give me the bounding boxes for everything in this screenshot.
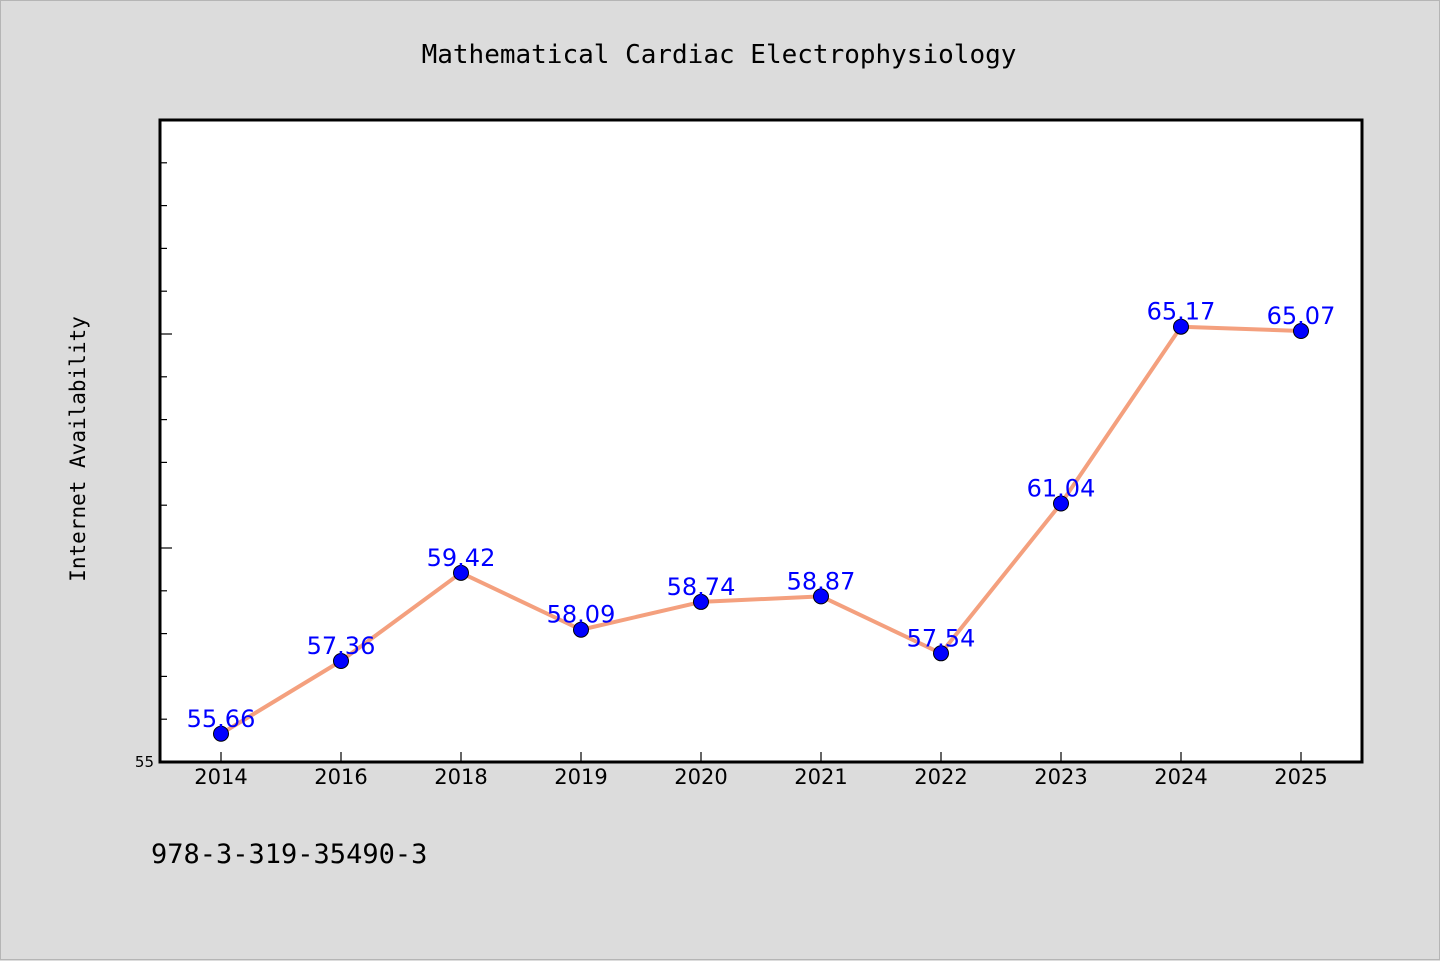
y-axis-tick-labels: 55 (135, 753, 154, 771)
y-axis-label: Internet Availability (66, 316, 90, 582)
data-label: 61.04 (1027, 474, 1096, 502)
y-axis-ticks (160, 119, 172, 763)
x-tick-label: 2016 (314, 765, 367, 789)
y-tick-label: 55 (135, 753, 154, 771)
data-label: 55.66 (187, 705, 256, 733)
x-tick-label: 2024 (1154, 765, 1207, 789)
data-point-labels: 55.66 57.36 59.42 58.09 58.74 58.87 57.54 61.04… (187, 298, 1336, 733)
data-point (933, 645, 949, 662)
data-label: 58.09 (547, 601, 616, 629)
data-point (453, 564, 469, 581)
data-label: 58.74 (667, 573, 736, 601)
x-tick-label: 2020 (674, 765, 727, 789)
data-label: 65.07 (1267, 302, 1336, 330)
data-label: 57.54 (907, 624, 976, 652)
series-line (219, 324, 1302, 736)
x-tick-label: 2021 (794, 765, 847, 789)
data-label: 58.87 (787, 567, 856, 595)
data-point (333, 652, 349, 669)
plot-area (158, 118, 1364, 764)
data-point (1293, 323, 1309, 340)
footer-isbn: 978-3-319-35490-3 (151, 839, 427, 870)
x-tick-label: 2023 (1034, 765, 1087, 789)
data-label: 57.36 (307, 632, 376, 660)
data-point (213, 725, 229, 742)
data-point (693, 593, 709, 610)
x-axis-tick-labels: 2014 2016 2018 2019 2020 2021 2022 2023 2024 2025 (194, 765, 1327, 789)
data-point (1173, 318, 1189, 335)
data-point (1053, 495, 1069, 512)
chart-title: Mathematical Cardiac Electrophysiology (422, 40, 1017, 70)
x-tick-label: 2018 (434, 765, 487, 789)
data-point (813, 588, 829, 605)
data-point (573, 621, 589, 638)
x-tick-label: 2014 (194, 765, 247, 789)
x-tick-label: 2019 (554, 765, 607, 789)
data-point-markers (213, 318, 1309, 742)
x-axis-ticks (220, 752, 1302, 762)
data-label: 65.17 (1147, 298, 1216, 326)
data-label: 59.42 (427, 544, 496, 572)
x-tick-label: 2025 (1274, 765, 1327, 789)
x-tick-label: 2022 (914, 765, 967, 789)
